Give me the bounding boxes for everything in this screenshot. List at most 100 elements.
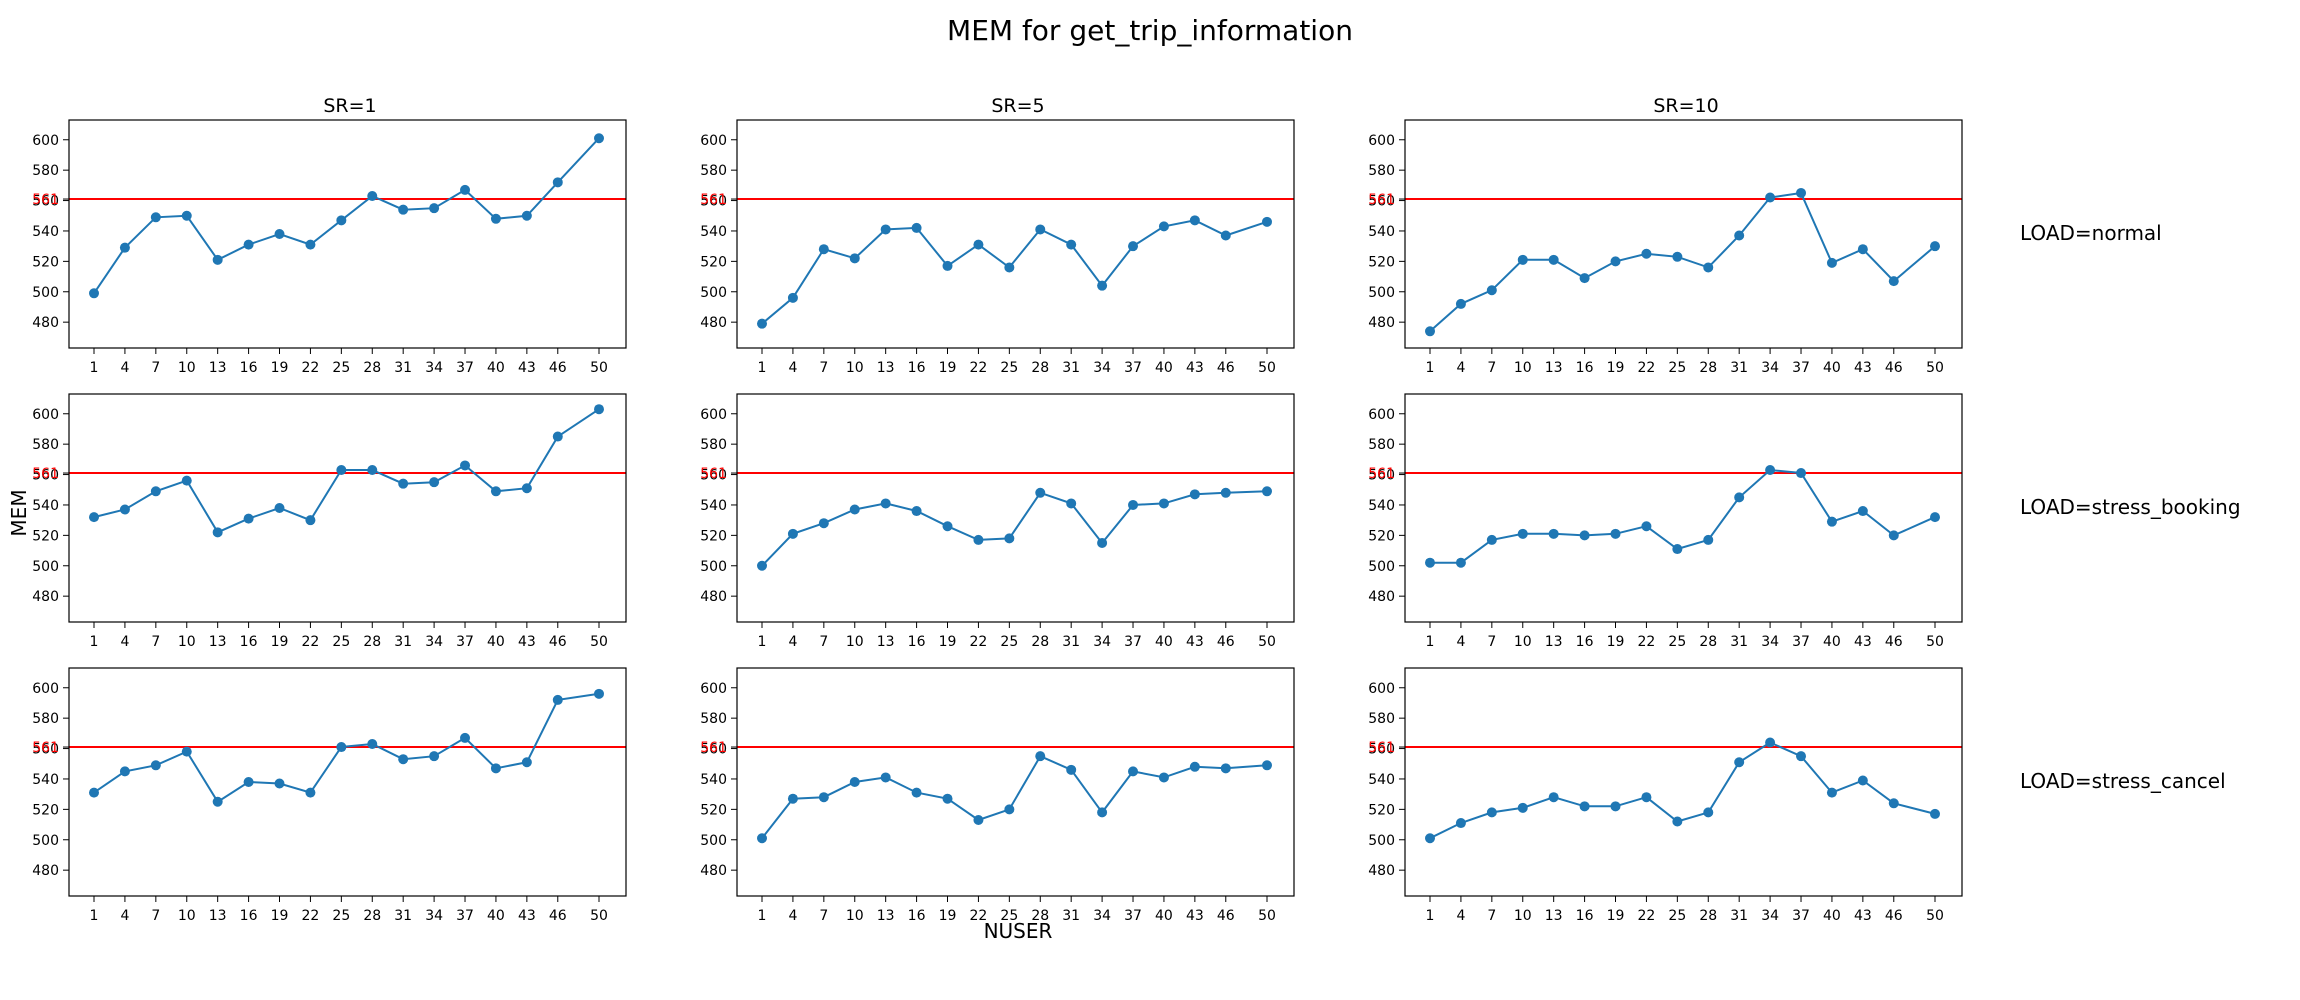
x-tick-label: 40 [1155,360,1173,376]
x-tick-label: 19 [1607,908,1625,924]
data-point [336,215,347,226]
x-tick-label: 37 [1124,360,1142,376]
x-tick-label: 34 [425,908,443,924]
data-point [787,793,798,804]
x-tick-label: 34 [1761,908,1779,924]
y-tick-label: 480 [700,589,727,605]
x-tick-label: 25 [332,360,350,376]
data-point [119,242,130,253]
data-point [460,184,471,195]
data-point [1486,807,1497,818]
threshold-tick-label: 561 [700,466,727,482]
y-tick-label: 580 [700,163,727,179]
data-point [757,318,767,329]
threshold-tick-label: 561 [32,192,59,208]
data-point [973,239,984,250]
data-point [1796,187,1807,198]
data-point [1765,737,1776,748]
panel-r0-c0: 480 500 520 540 560 580 600 561 1 4 7 10 13 16 19 22 25 2… [32,119,627,376]
y-tick-label: 560 [700,468,727,484]
panel-frame [736,667,1295,897]
x-tick-label: 50 [1258,634,1276,650]
x-tick-label: 43 [1186,908,1204,924]
data-point [552,177,563,188]
data-point [1220,487,1231,498]
data-point [594,404,604,415]
data-point [1672,816,1683,827]
data-point [1128,241,1139,252]
x-tick-label: 28 [1031,360,1049,376]
x-tick-label: 34 [425,634,443,650]
x-tick-label: 25 [1000,634,1018,650]
y-tick-label: 480 [32,863,59,879]
data-point [1579,801,1590,812]
x-tick-label: 16 [1576,634,1594,650]
data-point [1857,244,1868,255]
data-point [336,742,347,753]
y-tick-label: 600 [700,133,727,149]
y-tick-label: 500 [32,833,59,849]
x-tick-label: 22 [302,908,320,924]
data-point [911,787,922,798]
y-tick-label: 540 [700,224,727,240]
data-point [1425,326,1435,337]
panel-r1-c0: 480 500 520 540 560 580 600 561 1 4 7 10 13 16 19 22 25 2… [32,393,627,650]
data-point [429,751,440,762]
data-point [1610,528,1621,539]
panel-frame [68,393,627,623]
data-point [1610,801,1621,812]
panel-r1-c2: 480 500 520 540 560 580 600 561 1 4 7 10 13 16 19 22 25 2… [1368,393,1963,650]
y-tick-label: 500 [700,285,727,301]
x-tick-label: 4 [1456,634,1465,650]
data-point [1189,215,1200,226]
x-tick-label: 10 [846,360,864,376]
y-tick-label: 500 [32,559,59,575]
data-point [1641,521,1652,532]
x-tick-label: 13 [877,634,895,650]
x-tick-label: 4 [120,634,129,650]
x-tick-label: 25 [1000,360,1018,376]
x-tick-label: 7 [151,634,160,650]
x-tick-label: 19 [939,634,957,650]
data-point [1097,280,1108,291]
data-point [818,792,829,803]
x-tick-label: 34 [1093,360,1111,376]
x-tick-label: 13 [1545,634,1563,650]
x-tick-label: 28 [1699,908,1717,924]
y-tick-label: 540 [1368,772,1395,788]
data-point [274,229,285,239]
data-point [1548,254,1559,265]
data-point [89,787,99,798]
data-point [1486,534,1497,545]
data-point [1796,468,1807,479]
data-point [398,754,409,765]
data-point [429,477,440,488]
x-tick-label: 22 [302,360,320,376]
data-point [1888,798,1899,809]
panel-frame [736,393,1295,623]
x-tick-label: 22 [302,634,320,650]
data-point [1641,792,1652,803]
x-tick-label: 34 [1761,634,1779,650]
x-tick-label: 43 [1854,360,1872,376]
data-point [911,506,922,517]
data-point [119,766,130,777]
x-tick-label: 1 [1426,634,1435,650]
data-point [1765,465,1776,475]
x-tick-label: 40 [1155,908,1173,924]
data-point [757,560,767,571]
y-tick-label: 580 [700,711,727,727]
data-point [1734,757,1745,768]
data-point [552,431,563,442]
data-point [1579,273,1590,284]
y-axis-label: MEM [7,489,31,536]
x-tick-label: 19 [1607,360,1625,376]
y-tick-label: 540 [1368,498,1395,514]
x-tick-label: 19 [271,908,289,924]
data-point [181,475,192,486]
data-point [89,288,99,299]
row-label-normal: LOAD=normal [2020,221,2162,245]
column-title-sr10: SR=10 [1653,95,1718,117]
x-tick-label: 34 [1761,360,1779,376]
